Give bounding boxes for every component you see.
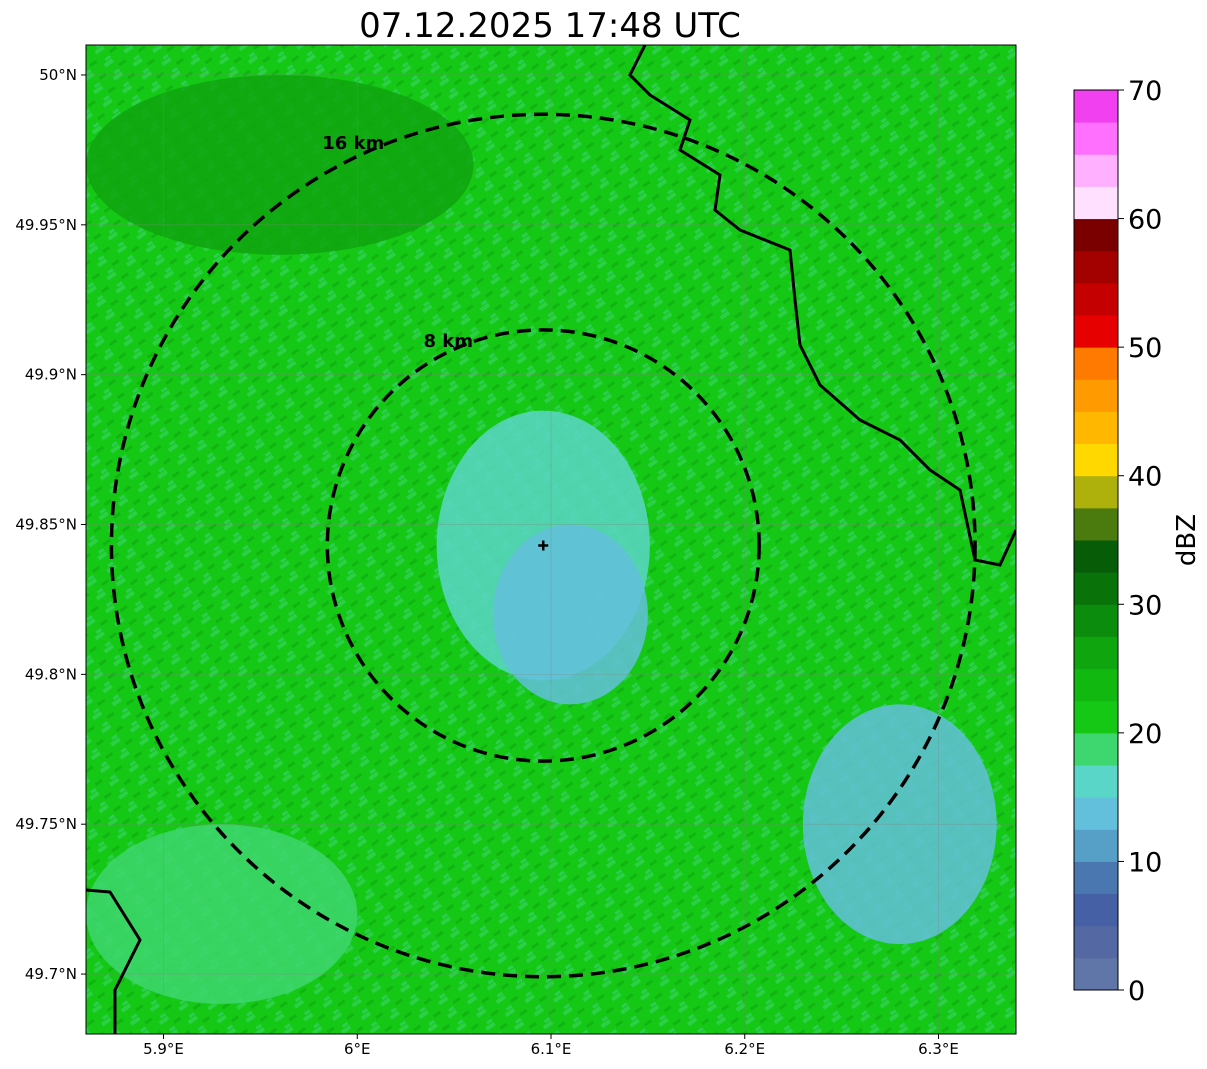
colorbar-swatch <box>1074 379 1118 412</box>
colorbar-swatch <box>1074 186 1118 220</box>
colorbar-swatch <box>1074 957 1118 991</box>
colorbar-swatch <box>1074 315 1118 348</box>
colorbar-swatch <box>1074 540 1118 573</box>
colorbar-swatch <box>1074 732 1118 766</box>
lat-tick-label: 49.95°N <box>15 216 77 234</box>
echo-region <box>86 74 474 255</box>
colorbar-swatch <box>1074 925 1118 959</box>
colorbar: 0 10 20 30 40 50 60 70 <box>1073 76 1162 1007</box>
colorbar-swatch <box>1074 411 1118 445</box>
range-ring-16km <box>109 112 977 979</box>
longitude-tick-labels: 5.9°E 6°E 6.1°E 6.2°E 6.3°E <box>143 1034 959 1058</box>
colorbar-swatch <box>1074 797 1118 830</box>
range-ring-label: 16 km <box>322 133 384 154</box>
lat-lon-gridlines <box>86 45 1016 1034</box>
colorbar-tick-label: 30 <box>1128 590 1162 621</box>
colorbar-swatch <box>1074 893 1118 927</box>
colorbar-swatch <box>1074 443 1118 477</box>
lon-tick-label: 6.3°E <box>918 1040 959 1058</box>
range-ring-label: 8 km <box>423 331 473 352</box>
colorbar-swatch <box>1074 829 1118 862</box>
echo-region <box>86 824 358 1005</box>
echo-region <box>492 524 648 705</box>
lat-tick-label: 49.9°N <box>25 366 77 384</box>
lon-tick-label: 6°E <box>344 1040 371 1058</box>
colorbar-tick-label: 0 <box>1128 976 1145 1007</box>
map-title: 07.12.2025 17:48 UTC <box>359 6 741 46</box>
colorbar-swatch <box>1074 765 1118 798</box>
colorbar-swatch <box>1074 572 1118 605</box>
map-panel: 8 km 16 km <box>86 45 1016 1034</box>
colorbar-swatch <box>1074 90 1118 123</box>
colorbar-tick-label: 50 <box>1128 333 1162 364</box>
colorbar-swatch <box>1074 122 1118 155</box>
colorbar-swatch <box>1074 250 1118 284</box>
colorbar-swatch <box>1074 347 1118 380</box>
lon-tick-label: 6.2°E <box>724 1040 765 1058</box>
range-ring-8km <box>325 328 761 763</box>
colorbar-swatch <box>1074 604 1118 637</box>
colorbar-tick-label: 20 <box>1128 719 1162 750</box>
lat-tick-label: 49.75°N <box>15 815 77 833</box>
colorbar-tick-label: 60 <box>1128 205 1162 236</box>
colorbar-swatch <box>1074 154 1118 187</box>
latitude-tick-labels: 50°N 49.95°N 49.9°N 49.85°N 49.8°N 49.75°N 49.… <box>15 66 86 983</box>
radar-site-marker <box>538 540 549 551</box>
colorbar-swatch <box>1074 636 1118 670</box>
lon-tick-label: 5.9°E <box>143 1040 184 1058</box>
colorbar-swatch <box>1074 507 1118 541</box>
colorbar-label: dBZ <box>1172 514 1202 566</box>
colorbar-swatch <box>1074 700 1118 734</box>
colorbar-tick-label: 70 <box>1128 76 1162 107</box>
colorbar-swatch <box>1074 668 1118 702</box>
lon-tick-label: 6.1°E <box>531 1040 572 1058</box>
colorbar-swatch <box>1074 861 1118 895</box>
colorbar-tick-label: 40 <box>1128 462 1162 493</box>
lat-tick-label: 49.85°N <box>15 516 77 534</box>
range-rings: 8 km 16 km <box>109 112 977 979</box>
lat-tick-label: 49.8°N <box>25 665 77 683</box>
colorbar-swatch <box>1074 282 1118 316</box>
lat-tick-label: 49.7°N <box>25 965 77 983</box>
country-border-southwest <box>86 888 142 1034</box>
colorbar-tick-label: 10 <box>1128 847 1162 878</box>
colorbar-frame <box>1073 89 1119 991</box>
country-border-east <box>628 45 1016 567</box>
colorbar-swatch <box>1074 218 1118 252</box>
lat-tick-label: 50°N <box>39 66 77 84</box>
colorbar-swatch <box>1074 475 1118 509</box>
